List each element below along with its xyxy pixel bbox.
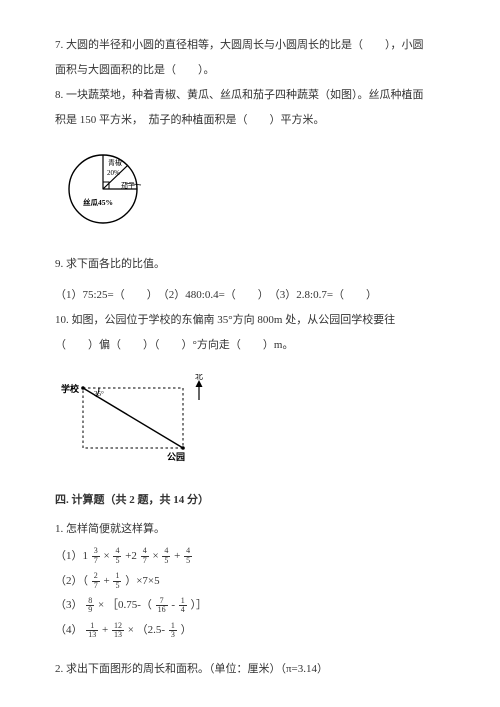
q9-title: 9. 求下面各比的比值。 <box>55 254 445 275</box>
map-park-label: 公园 <box>167 452 185 462</box>
calc-item-3: （3） 89 × ［0.75-（ 716 - 14 ）］ <box>55 595 445 616</box>
pie-chart: 青椒 20% 茄子 丝瓜45% <box>61 149 445 237</box>
q10-line1: 10. 如图，公园位于学校的东偏南 35°方向 800m 处，从公园回学校要往 <box>55 310 445 331</box>
map-north-label: 北 <box>195 374 203 381</box>
pie-label-qingjiao: 青椒 <box>108 158 122 167</box>
q8-line1: 8. 一块蔬菜地，种着青椒、黄瓜、丝瓜和茄子四种蔬菜（如图）。丝瓜种植面 <box>55 85 445 106</box>
q7-line2: 面积与大圆面积的比是（ ）。 <box>55 60 445 81</box>
calc-list: （1）1 37 × 45 +2 47 × 45 + 45 （2）（ 27 + 1… <box>55 546 445 642</box>
q8-line2: 积是 150 平方米， 茄子的种植面积是（ ）平方米。 <box>55 110 445 131</box>
q10-line2: （ ）偏（ ）（ ）°方向走（ ）m。 <box>55 335 445 356</box>
calc-item-4: （4） 113 + 1213 × （2.5- 13 ） <box>55 620 445 641</box>
calc-item-2: （2）（ 27 + 15 ）×7×5 <box>55 571 445 592</box>
calc-q1-title: 1. 怎样简便就这样算。 <box>55 519 445 540</box>
calc-q2-title: 2. 求出下面图形的周长和面积。（单位：厘米）（π=3.14） <box>55 659 445 680</box>
q9-items: （1）75:25=（ ） （2）480:0.4=（ ） （3）2.8:0.7=（… <box>55 285 445 306</box>
q7-line1: 7. 大圆的半径和小圆的直径相等，大圆周长与小圆周长的比是（ ），小圆 <box>55 35 445 56</box>
calc-item-1: （1）1 37 × 45 +2 47 × 45 + 45 <box>55 546 445 567</box>
pie-label-sigua: 丝瓜45% <box>83 197 113 207</box>
page-content: 7. 大圆的半径和小圆的直径相等，大圆周长与小圆周长的比是（ ），小圆 面积与大… <box>0 0 500 704</box>
pie-label-huanggua: 20% <box>107 169 120 177</box>
map-school-label: 学校 <box>61 383 80 394</box>
pie-label-qiezi: 茄子 <box>121 181 135 190</box>
section4-header: 四. 计算题（共 2 题，共 14 分） <box>55 490 445 511</box>
map-diagram: 35° 学校 公园 北 <box>61 374 445 472</box>
map-angle-label: 35° <box>94 390 104 398</box>
